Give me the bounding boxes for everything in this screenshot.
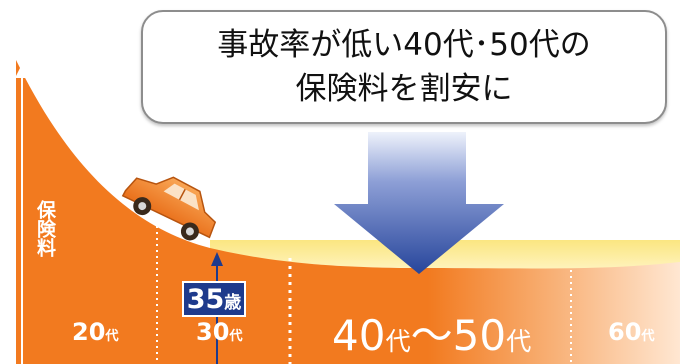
down-arrow-icon bbox=[334, 132, 504, 274]
age-35-badge: 35 歳 bbox=[182, 281, 246, 317]
decade-50-unit: 代 bbox=[506, 327, 532, 356]
decade-30-unit: 代 bbox=[229, 329, 243, 344]
age-35-pointer-head bbox=[211, 252, 223, 266]
headline-callout: 事故率が低い40代･50代の 保険料を割安に bbox=[141, 10, 667, 124]
decade-40-number: 40 bbox=[332, 311, 386, 360]
headline-line-2: 保険料を割安に bbox=[295, 71, 513, 107]
decade-20-unit: 代 bbox=[105, 329, 119, 344]
age-badge-number: 35 bbox=[186, 284, 225, 315]
car-icon bbox=[121, 176, 217, 241]
decade-label-30: 30代 bbox=[196, 318, 243, 346]
decade-label-60: 60代 bbox=[608, 318, 655, 346]
age-badge-unit: 歳 bbox=[224, 293, 242, 313]
decade-60-number: 60 bbox=[608, 318, 642, 346]
y-axis-arrowhead bbox=[15, 64, 29, 78]
headline-line-1: 事故率が低い40代･50代の bbox=[217, 27, 591, 63]
y-axis-label: 保険料 bbox=[34, 200, 56, 257]
decade-30-number: 30 bbox=[196, 318, 230, 346]
decade-label-40-50: 40代～50代 bbox=[332, 302, 531, 363]
decade-40-unit: 代 bbox=[385, 327, 411, 356]
decade-20-number: 20 bbox=[72, 318, 106, 346]
decade-range-separator: ～ bbox=[410, 311, 453, 360]
decade-label-20: 20代 bbox=[72, 318, 119, 346]
decade-50-number: 50 bbox=[452, 311, 507, 360]
yellow-band bbox=[210, 240, 680, 272]
decade-60-unit: 代 bbox=[641, 329, 655, 344]
